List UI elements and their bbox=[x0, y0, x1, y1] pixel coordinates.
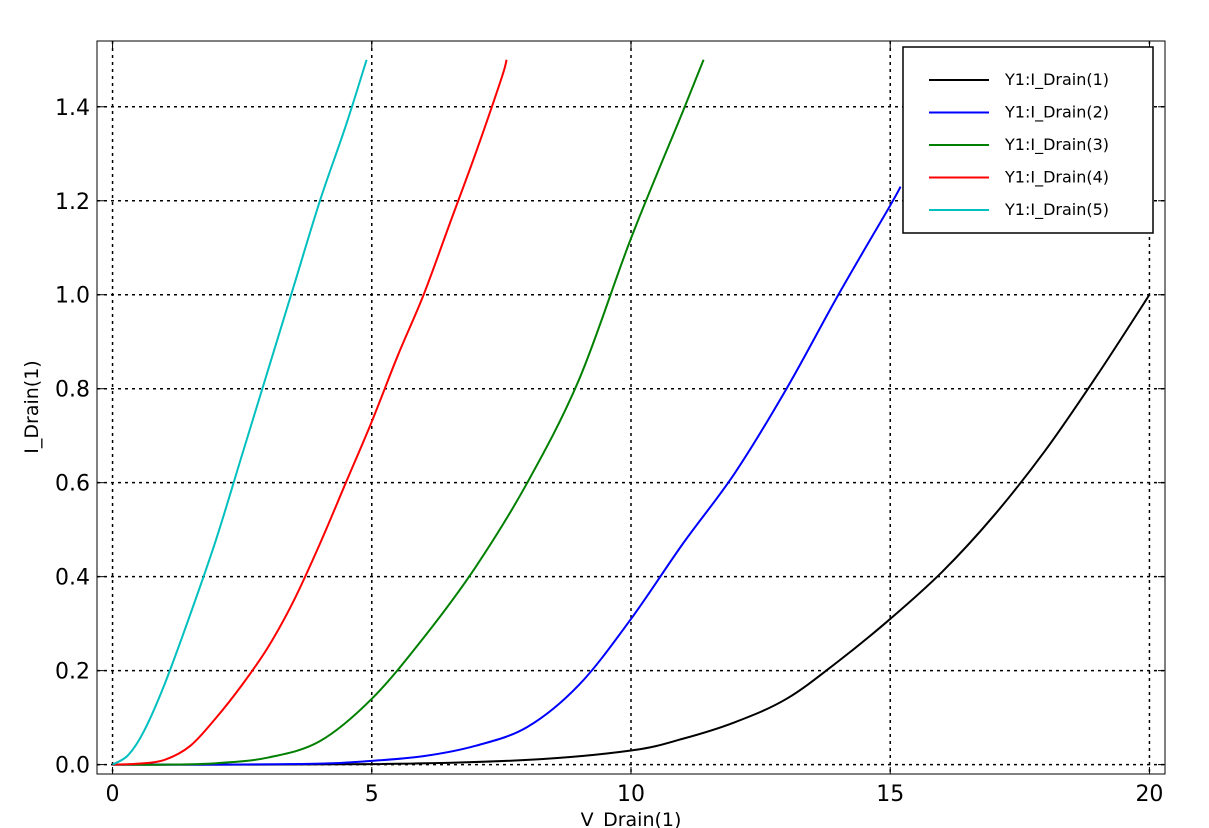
y-tick-label: 0.6 bbox=[55, 472, 90, 497]
x-tick-label: 0 bbox=[106, 782, 120, 807]
x-tick-label: 5 bbox=[365, 782, 379, 807]
legend-box bbox=[902, 46, 1154, 234]
y-tick-label: 1.2 bbox=[55, 190, 90, 215]
grid bbox=[97, 41, 1165, 774]
y-tick-label: 0.0 bbox=[55, 754, 90, 779]
y-tick-label: 0.2 bbox=[55, 660, 90, 685]
legend-label: Y1:I_Drain(1) bbox=[1004, 70, 1109, 90]
series-line-5 bbox=[112, 59, 368, 766]
axis-ticks: 0 5 10 15 20 0.0 0.2 0.4 0.6 0.8 1.0 1.2 1.4 bbox=[55, 41, 1165, 807]
y-tick-label: 0.8 bbox=[55, 378, 90, 403]
legend-label: Y1:I_Drain(3) bbox=[1004, 135, 1109, 155]
x-tick-label: 10 bbox=[617, 782, 645, 807]
legend-label: Y1:I_Drain(5) bbox=[1004, 200, 1109, 220]
x-axis-label: V_Drain(1) bbox=[581, 809, 682, 828]
series-line-2 bbox=[112, 186, 902, 766]
x-tick-label: 20 bbox=[1135, 782, 1163, 807]
legend-label: Y1:I_Drain(4) bbox=[1004, 168, 1109, 188]
y-tick-label: 0.4 bbox=[55, 566, 90, 591]
series-line-4 bbox=[112, 59, 508, 766]
y-tick-label: 1.0 bbox=[55, 284, 90, 309]
y-tick-label: 1.4 bbox=[55, 96, 90, 121]
series-line-3 bbox=[112, 59, 705, 766]
legend-label: Y1:I_Drain(2) bbox=[1004, 103, 1109, 123]
series-line-1 bbox=[112, 294, 1151, 766]
x-tick-label: 15 bbox=[876, 782, 904, 807]
series-lines bbox=[112, 59, 1151, 766]
legend: Y1:I_Drain(1) Y1:I_Drain(2) Y1:I_Drain(3) Y… bbox=[902, 46, 1154, 234]
y-axis-label: I_Drain(1) bbox=[21, 360, 43, 453]
